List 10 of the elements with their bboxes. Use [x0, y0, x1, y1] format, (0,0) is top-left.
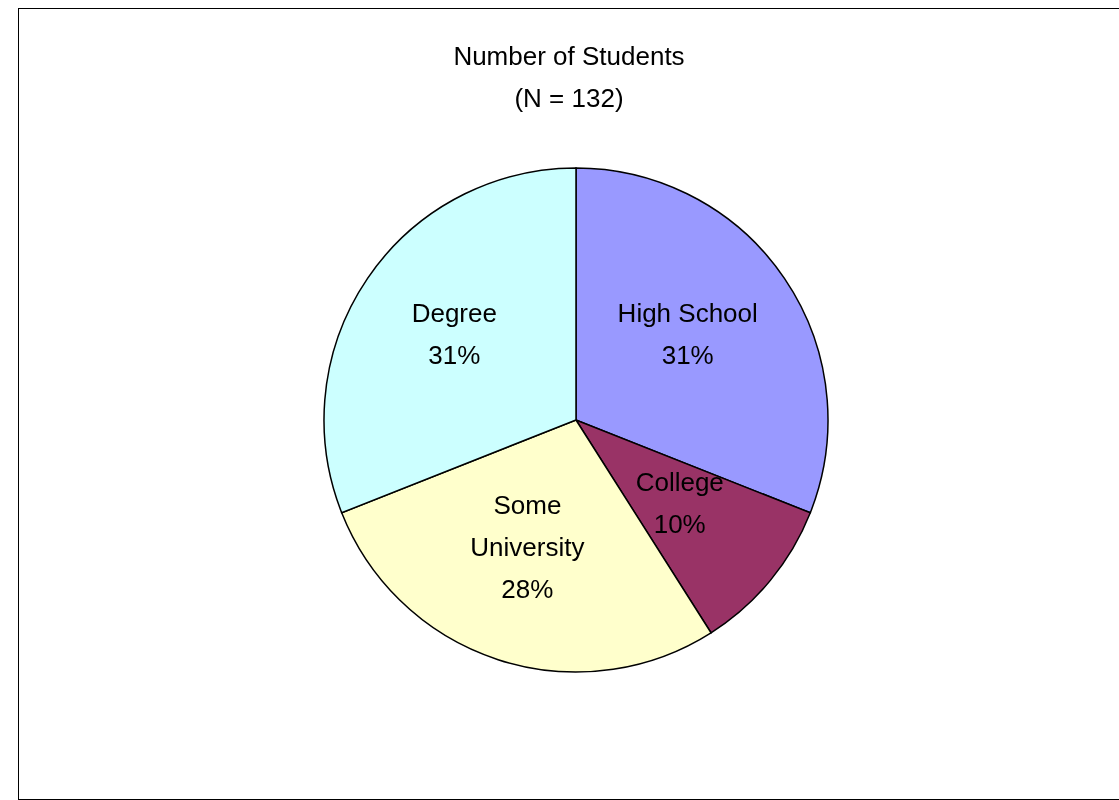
- data-label: 31%: [661, 339, 714, 370]
- slice-label: Some University: [470, 490, 585, 563]
- slice-label: College: [635, 466, 724, 497]
- slice-label: Degree: [411, 297, 497, 328]
- chart-subtitle: (N = 132): [513, 82, 625, 115]
- data-label: 28%: [501, 574, 554, 605]
- data-label: 10%: [653, 508, 706, 539]
- chart-title: Number of Students: [452, 40, 686, 73]
- slice-label: High School: [617, 297, 758, 328]
- data-label: 31%: [428, 339, 481, 370]
